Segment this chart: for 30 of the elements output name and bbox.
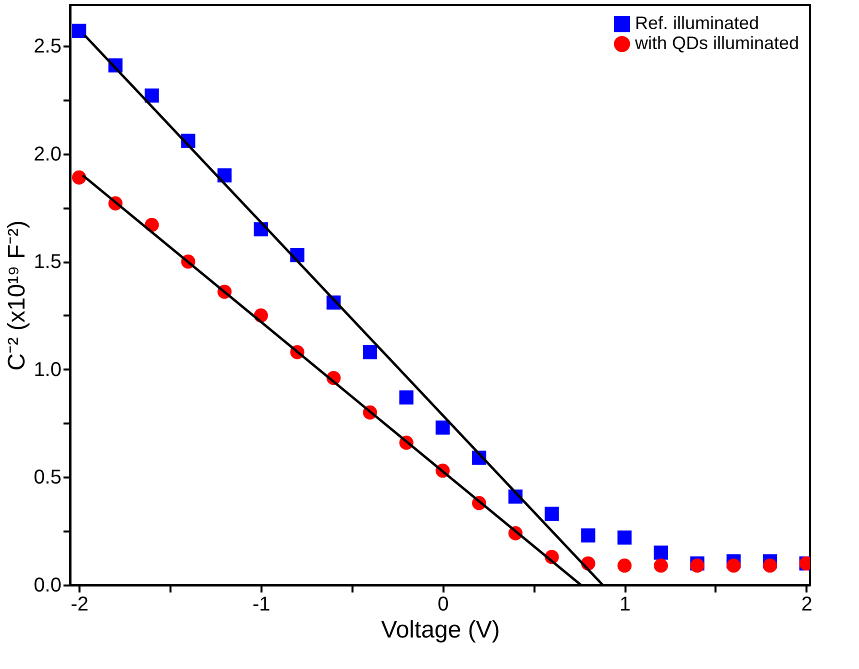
y-tick-label: 0.5	[34, 466, 62, 489]
legend-label: with QDs illuminated	[634, 33, 800, 53]
x-tick-label: 1	[619, 594, 631, 616]
point	[362, 345, 378, 360]
y-tick-label: 2.0	[34, 143, 62, 166]
y-tick-label: 1.5	[34, 251, 62, 274]
point	[544, 506, 559, 521]
point	[654, 558, 668, 573]
point	[654, 546, 668, 560]
point	[690, 558, 704, 573]
point	[617, 558, 632, 573]
point	[726, 558, 741, 573]
point	[581, 528, 596, 542]
x-tick-label: 2	[801, 594, 812, 616]
point	[617, 530, 632, 545]
point	[399, 390, 414, 404]
y-tick-label: 2.5	[34, 35, 62, 58]
point	[436, 420, 450, 435]
x-tick-label: 0	[438, 594, 449, 616]
y-axis-title: C⁻² (x10¹⁹ F⁻²)	[4, 220, 31, 371]
point	[144, 88, 159, 103]
point	[72, 24, 86, 38]
point	[762, 558, 778, 573]
x-tick-label: -2	[70, 594, 88, 616]
x-tick-label: -1	[252, 594, 270, 616]
legend-label: Ref. illuminated	[635, 13, 760, 33]
y-tick-label: 1.0	[34, 358, 62, 381]
x-axis-title: Voltage (V)	[381, 616, 500, 644]
y-tick-label: 0.0	[34, 574, 62, 596]
point	[72, 170, 86, 185]
